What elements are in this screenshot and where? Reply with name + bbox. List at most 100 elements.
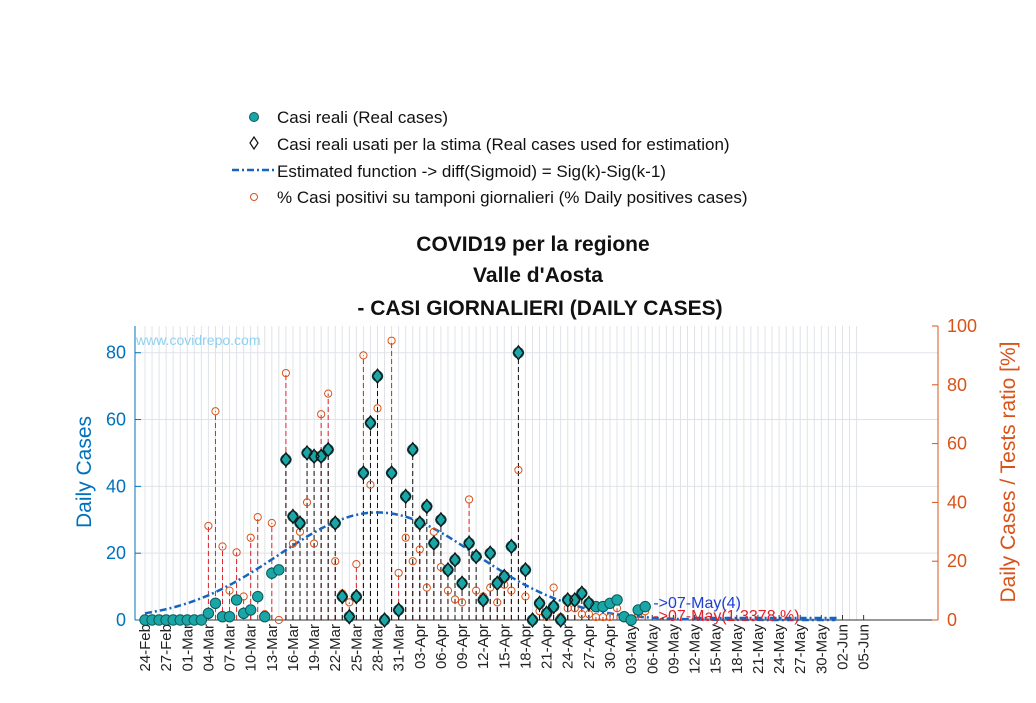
y-tick-label-left: 0 bbox=[116, 610, 126, 630]
x-tick-label: 24-Feb bbox=[137, 624, 154, 672]
estimation-case-marker bbox=[519, 561, 532, 578]
x-tick-label: 18-Apr bbox=[517, 624, 534, 669]
case-point bbox=[414, 517, 426, 529]
estimation-case-marker bbox=[287, 508, 299, 525]
estimation-case-marker bbox=[505, 538, 518, 555]
case-point bbox=[519, 564, 532, 576]
x-tick-label: 07-Mar bbox=[222, 624, 239, 672]
estimation-case-marker bbox=[470, 548, 482, 565]
case-point bbox=[533, 597, 546, 609]
ratio-point bbox=[204, 521, 213, 531]
x-tick-label: 24-May bbox=[771, 624, 788, 675]
ratio-point bbox=[274, 615, 283, 625]
estimation-case-marker bbox=[385, 464, 398, 482]
estimation-case-marker bbox=[336, 588, 349, 605]
x-tick-label: 15-Apr bbox=[496, 624, 513, 669]
case-point bbox=[428, 537, 440, 549]
case-point bbox=[484, 547, 496, 559]
case-point bbox=[442, 564, 454, 576]
ratio-point bbox=[401, 533, 410, 542]
estimation-case-marker bbox=[329, 515, 341, 532]
case-point bbox=[244, 604, 257, 616]
case-point bbox=[350, 590, 363, 603]
ratio-point bbox=[457, 598, 467, 607]
case-point bbox=[399, 490, 412, 503]
ratio-point bbox=[267, 518, 276, 528]
ratio-point bbox=[211, 407, 220, 416]
estimation-case-marker bbox=[301, 444, 313, 461]
y-tick-label-right: 20 bbox=[947, 551, 967, 571]
case-point bbox=[505, 540, 518, 553]
y-tick-label-right: 0 bbox=[947, 610, 957, 630]
y-tick-label-left: 80 bbox=[106, 343, 126, 363]
estimation-case-marker bbox=[477, 591, 489, 608]
y-tick-label-left: 40 bbox=[106, 476, 126, 496]
ratio-point bbox=[493, 598, 502, 607]
x-tick-label: 06-May bbox=[644, 624, 661, 675]
ratio-point bbox=[464, 495, 474, 504]
ratio-point bbox=[324, 389, 333, 398]
ratio-point bbox=[443, 586, 453, 595]
estimation-case-marker bbox=[498, 568, 511, 585]
x-tick-label: 05-Jun bbox=[856, 624, 873, 670]
estimation-case-marker bbox=[364, 414, 377, 431]
case-point bbox=[625, 614, 637, 626]
ratio-point bbox=[281, 368, 291, 378]
ratio-point bbox=[218, 542, 227, 551]
case-point bbox=[209, 597, 222, 609]
x-tick-label: 24-Apr bbox=[560, 624, 577, 669]
case-point bbox=[364, 417, 377, 429]
case-point bbox=[611, 594, 623, 606]
estimation-case-marker bbox=[428, 535, 440, 552]
estimation-case-marker bbox=[315, 448, 327, 465]
ratio-point bbox=[232, 548, 241, 557]
ratio-point bbox=[394, 568, 403, 578]
case-point bbox=[280, 453, 292, 466]
ratio-point bbox=[302, 498, 312, 507]
case-point bbox=[463, 537, 475, 549]
estimation-case-marker bbox=[343, 608, 356, 625]
case-point bbox=[273, 564, 285, 576]
estimation-case-marker bbox=[547, 598, 560, 615]
ratio-point bbox=[507, 586, 516, 595]
case-point bbox=[252, 590, 264, 603]
ratio-point bbox=[605, 612, 615, 622]
case-point bbox=[421, 500, 433, 513]
forecast-cases-annotation: ->07-May(4) bbox=[653, 595, 741, 612]
case-point bbox=[456, 577, 468, 589]
ratio-point bbox=[422, 583, 431, 592]
chart-legend: Casi reali (Real cases) Casi reali usati… bbox=[232, 108, 748, 207]
ratio-point bbox=[387, 336, 396, 345]
estimation-case-marker bbox=[540, 605, 553, 622]
ratio-point bbox=[359, 351, 368, 360]
x-tick-label: 12-May bbox=[687, 624, 704, 675]
case-point bbox=[392, 604, 405, 616]
case-point bbox=[336, 590, 348, 603]
chart-title-line-1: COVID19 per la regione bbox=[416, 233, 649, 256]
case-point bbox=[195, 614, 208, 626]
ratio-point bbox=[415, 545, 424, 554]
estimation-case-marker bbox=[406, 441, 419, 458]
case-point bbox=[371, 370, 384, 382]
ratio-point bbox=[288, 539, 298, 548]
case-point bbox=[512, 347, 525, 359]
legend-used-cases-marker bbox=[249, 135, 259, 151]
case-point bbox=[449, 554, 461, 566]
legend-real-cases-marker bbox=[249, 112, 259, 122]
y-tick-label-left: 60 bbox=[106, 410, 126, 430]
case-point bbox=[554, 614, 567, 626]
y-tick-label-right: 100 bbox=[947, 316, 977, 336]
x-tick-label: 19-Mar bbox=[306, 624, 323, 672]
watermark: www.covidrepo.com bbox=[135, 332, 261, 348]
legend-positive-ratio-marker bbox=[250, 193, 258, 201]
x-tick-label: 25-Mar bbox=[348, 624, 365, 672]
estimation-case-marker bbox=[421, 498, 433, 515]
ratio-point bbox=[514, 465, 523, 475]
x-tick-label: 30-Apr bbox=[602, 624, 619, 669]
estimation-case-marker bbox=[414, 515, 426, 532]
y-axis-right-label: Daily Cases / Tests ratio [%] bbox=[997, 341, 1020, 602]
x-tick-label: 01-Mar bbox=[179, 624, 196, 672]
estimation-case-marker bbox=[491, 575, 504, 592]
ratio-point bbox=[366, 480, 375, 489]
